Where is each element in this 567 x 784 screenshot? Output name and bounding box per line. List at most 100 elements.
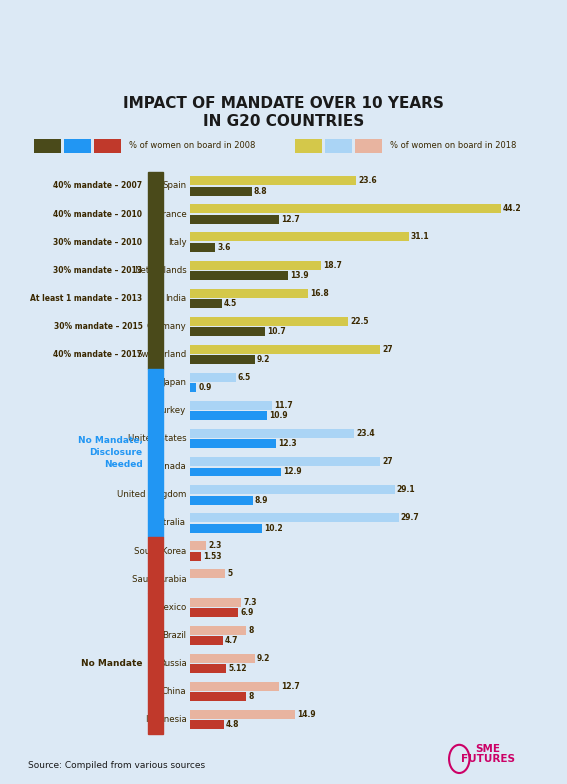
Text: No Mandate: No Mandate: [81, 659, 142, 668]
Bar: [190, 542, 206, 550]
Bar: [190, 608, 239, 617]
Bar: [190, 205, 501, 213]
Bar: [190, 495, 252, 505]
Bar: [190, 187, 252, 196]
Bar: [190, 412, 266, 420]
Text: 7.3: 7.3: [243, 597, 257, 607]
Bar: [190, 485, 395, 494]
Bar: [190, 429, 354, 438]
Bar: [148, 172, 163, 368]
Bar: [190, 383, 196, 392]
Text: India: India: [166, 294, 187, 303]
Bar: [190, 710, 295, 719]
Bar: [190, 373, 236, 382]
Bar: [190, 327, 265, 336]
Text: 0.9: 0.9: [198, 383, 211, 392]
Text: 5.12: 5.12: [228, 664, 247, 673]
Text: 31.1: 31.1: [411, 233, 429, 241]
Bar: [148, 593, 163, 734]
Text: 30% mandate – 2015: 30% mandate – 2015: [54, 322, 142, 331]
Text: Switzerland: Switzerland: [136, 350, 187, 359]
Text: Netherlands: Netherlands: [134, 266, 187, 274]
Text: Saudi Arabia: Saudi Arabia: [132, 575, 187, 583]
Bar: [190, 233, 409, 241]
Bar: [190, 271, 287, 280]
Text: 10.2: 10.2: [264, 524, 282, 532]
Bar: [190, 682, 279, 691]
Bar: [190, 597, 242, 607]
Bar: [190, 467, 281, 477]
Text: 5: 5: [227, 569, 232, 579]
Text: Japan: Japan: [162, 378, 187, 387]
Text: 30% mandate – 2010: 30% mandate – 2010: [53, 238, 142, 247]
Text: Italy: Italy: [168, 238, 187, 247]
Text: Australia: Australia: [149, 518, 187, 528]
Bar: [190, 569, 225, 579]
Text: 12.9: 12.9: [283, 467, 302, 477]
Bar: [190, 317, 348, 325]
Bar: [190, 345, 380, 354]
Text: Brazil: Brazil: [162, 631, 187, 640]
Text: Germany: Germany: [147, 322, 187, 331]
Bar: [190, 720, 224, 729]
Bar: [190, 692, 246, 701]
Text: 6.9: 6.9: [240, 608, 254, 617]
Text: 11.7: 11.7: [274, 401, 293, 410]
Bar: [190, 355, 255, 364]
Text: 14.9: 14.9: [297, 710, 315, 719]
Bar: [190, 626, 246, 634]
Bar: [190, 299, 222, 308]
Text: Turkey: Turkey: [158, 406, 187, 416]
Text: 3.6: 3.6: [217, 243, 231, 252]
Bar: [190, 552, 201, 561]
Text: 8.9: 8.9: [255, 495, 268, 505]
Bar: [190, 439, 277, 448]
Text: 8: 8: [248, 692, 253, 701]
Text: IMPACT OF MANDATE OVER 10 YEARS
IN G20 COUNTRIES: IMPACT OF MANDATE OVER 10 YEARS IN G20 C…: [123, 96, 444, 129]
Bar: [190, 514, 399, 522]
Text: 16.8: 16.8: [310, 289, 329, 298]
Bar: [190, 636, 223, 645]
Text: 10.7: 10.7: [267, 327, 286, 336]
Bar: [190, 176, 356, 185]
Text: 18.7: 18.7: [324, 260, 342, 270]
Text: 1.53: 1.53: [203, 552, 221, 561]
Text: 12.3: 12.3: [278, 439, 297, 448]
Text: 8.8: 8.8: [254, 187, 268, 196]
Text: 10.9: 10.9: [269, 412, 287, 420]
Text: 23.6: 23.6: [358, 176, 376, 185]
Text: 29.1: 29.1: [397, 485, 415, 494]
Text: Russia: Russia: [159, 659, 187, 668]
Text: South Korea: South Korea: [134, 546, 187, 556]
Bar: [190, 289, 308, 298]
Text: 8: 8: [248, 626, 253, 634]
Text: 9.2: 9.2: [257, 355, 270, 365]
Bar: [190, 524, 261, 532]
Text: France: France: [158, 209, 187, 219]
Bar: [190, 654, 255, 662]
Text: At least 1 mandate – 2013: At least 1 mandate – 2013: [30, 294, 142, 303]
Bar: [190, 215, 279, 223]
Text: 2.3: 2.3: [208, 541, 222, 550]
Text: Source: Compiled from various sources: Source: Compiled from various sources: [28, 761, 205, 770]
Text: Mexico: Mexico: [156, 603, 187, 612]
Text: 29.7: 29.7: [401, 514, 420, 522]
Text: 22.5: 22.5: [350, 317, 369, 325]
Text: 13.9: 13.9: [290, 271, 308, 280]
Text: 4.5: 4.5: [224, 299, 237, 308]
Text: 27: 27: [382, 345, 392, 354]
Bar: [190, 457, 380, 466]
Bar: [190, 260, 321, 270]
Text: SME
FUTURES: SME FUTURES: [460, 743, 515, 764]
Text: Canada: Canada: [154, 463, 187, 471]
Text: % of women on board in 2018: % of women on board in 2018: [390, 141, 516, 151]
Text: 9.2: 9.2: [257, 654, 270, 662]
Text: Indonesia: Indonesia: [145, 715, 187, 724]
Text: United States: United States: [128, 434, 187, 443]
Text: 44.2: 44.2: [503, 205, 522, 213]
Text: China: China: [162, 687, 187, 696]
Text: 27: 27: [382, 457, 392, 466]
Text: % of women on board in 2008: % of women on board in 2008: [129, 141, 255, 151]
Bar: [190, 664, 226, 673]
Text: 4.7: 4.7: [225, 636, 239, 645]
